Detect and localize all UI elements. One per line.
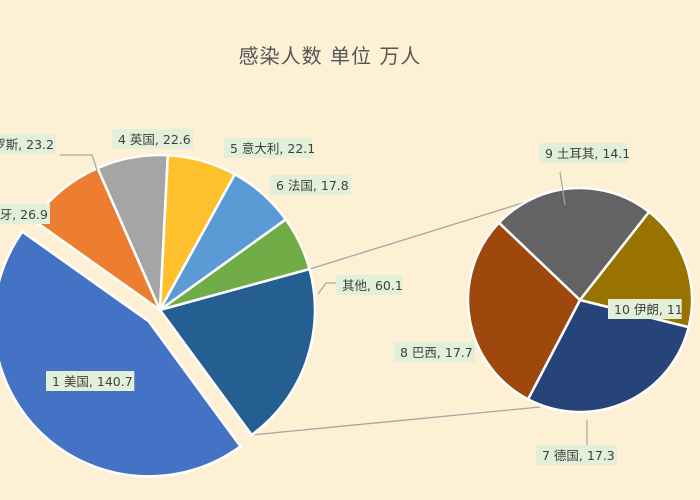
secondary-label-0-box: [536, 445, 617, 465]
slice-label-0-box: [46, 371, 135, 391]
slice-label-4: 5 意大利, 22.1: [230, 141, 315, 156]
slice-label-1-box: [0, 204, 51, 224]
secondary-slice-1: [466, 220, 582, 401]
leader-line-3: [60, 154, 98, 171]
slice-label-3: 4 英国, 22.6: [118, 132, 191, 147]
leader-line-other: [317, 282, 338, 295]
slice-label-5-box: [270, 175, 351, 195]
secondary-slice-2: [497, 186, 651, 302]
slice-label-0: 1 美国, 140.7: [52, 374, 133, 389]
secondary-label-0: 7 德国, 17.3: [542, 448, 615, 463]
secondary-label-2: 9 土耳其, 14.1: [545, 146, 630, 161]
slice-label-2-box: [0, 134, 57, 154]
secondary-label-1-box: [394, 342, 475, 362]
leader-line-9: [559, 171, 566, 206]
pie-slice-0: [0, 229, 243, 478]
secondary-slice-0: [526, 298, 691, 414]
slice-label-2: 3 俄罗斯, 23.2: [0, 137, 54, 152]
slice-label-6-box: [336, 275, 403, 295]
pie-slice-6: [157, 267, 317, 437]
secondary-slice-3: [577, 210, 694, 329]
connector-line-top: [309, 199, 533, 270]
slice-label-5: 6 法国, 17.8: [276, 178, 349, 193]
chart-title: 感染人数 单位 万人: [238, 44, 422, 68]
secondary-label-3: 10 伊朗, 11: [614, 302, 683, 317]
secondary-label-3-box: [608, 299, 682, 319]
secondary-label-2-box: [539, 143, 628, 163]
connector-line-bottom: [251, 406, 541, 436]
secondary-label-1: 8 巴西, 17.7: [400, 345, 473, 360]
slice-label-3-box: [112, 129, 193, 149]
slice-label-6: 其他, 60.1: [342, 278, 403, 293]
slice-label-1: 2 西班牙, 26.9: [0, 207, 48, 222]
slice-label-4-box: [224, 138, 313, 158]
